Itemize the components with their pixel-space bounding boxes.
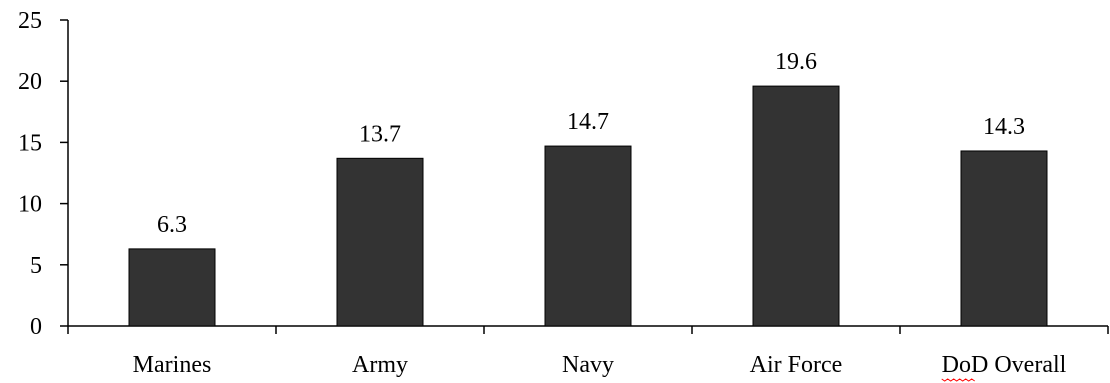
y-tick-label: 5 bbox=[30, 253, 42, 279]
category-label: DoD Overall bbox=[942, 352, 1067, 378]
spellcheck-underline bbox=[941, 378, 975, 382]
category-label: Navy bbox=[562, 352, 614, 378]
bar-value-label: 19.6 bbox=[775, 49, 817, 75]
y-tick-label: 10 bbox=[18, 192, 42, 218]
bar-value-label: 14.3 bbox=[983, 114, 1025, 140]
y-tick-label: 25 bbox=[18, 8, 42, 34]
y-axis-ticks: 0 5 10 15 20 25 bbox=[18, 8, 68, 340]
x-axis-ticks bbox=[67, 326, 1109, 334]
bar bbox=[336, 157, 424, 327]
y-tick-label: 20 bbox=[18, 69, 42, 95]
category-label: Air Force bbox=[750, 352, 843, 378]
bar bbox=[128, 248, 216, 327]
bar-value-label: 6.3 bbox=[157, 212, 187, 238]
category-label: Marines bbox=[133, 352, 212, 378]
y-tick-label: 0 bbox=[30, 314, 42, 340]
category-labels: Marines Army Navy Air Force DoD Overall bbox=[133, 352, 1067, 382]
data-labels: 6.3 13.7 14.7 19.6 14.3 bbox=[157, 49, 1025, 238]
category-label: Army bbox=[352, 352, 408, 378]
bar-value-label: 13.7 bbox=[359, 121, 401, 147]
bar bbox=[752, 85, 840, 327]
bar-series bbox=[128, 85, 1048, 327]
bar bbox=[960, 150, 1048, 327]
bar bbox=[544, 145, 632, 327]
y-tick-label: 15 bbox=[18, 130, 42, 156]
bar-value-label: 14.7 bbox=[567, 109, 609, 135]
